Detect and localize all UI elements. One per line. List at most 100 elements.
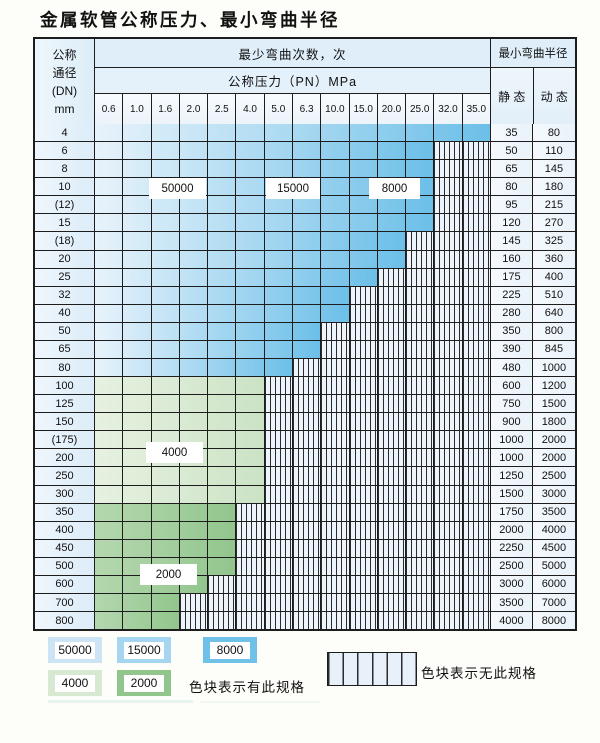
pressure-cell-available: [349, 214, 378, 232]
static-cell: 1000: [490, 449, 533, 467]
pressure-cell-no-spec: [349, 322, 378, 340]
header-pressure-value: 4.0: [236, 94, 265, 124]
pressure-cell-no-spec: [406, 304, 435, 322]
pressure-cell-available: [95, 539, 124, 557]
pressure-cell-available: [236, 214, 265, 232]
pressure-cell-available: [264, 304, 293, 322]
pressure-cell-available: [95, 250, 124, 268]
pressure-cell-no-spec: [434, 196, 463, 214]
pressure-cell-available: [208, 196, 237, 214]
pressure-cell-no-spec: [264, 377, 293, 395]
pressure-cell-available: [349, 124, 378, 142]
pressure-cell-no-spec: [292, 539, 322, 557]
pressure-cell-available: [264, 142, 293, 160]
pressure-cell-no-spec: [179, 612, 209, 630]
pressure-cell-available: [95, 594, 124, 612]
header-pressure-value: 32.0: [434, 94, 463, 124]
pressure-cell-available: [236, 395, 265, 413]
pressure-cell-available: [123, 467, 152, 485]
dn-cell: 20: [35, 250, 95, 268]
pressure-cell-available: [321, 142, 350, 160]
table-row: 6 50 110: [35, 141, 575, 160]
static-cell: 145: [490, 232, 533, 250]
pressure-cell-available: [208, 485, 237, 503]
pressure-cell-no-spec: [462, 196, 491, 214]
pressure-cell-no-spec: [321, 485, 350, 503]
table-row: 500 2500 5000: [35, 556, 575, 575]
table-row: (175) 1000 2000: [35, 430, 575, 449]
pressure-cell-available: [406, 142, 435, 160]
pressure-cell-no-spec: [349, 612, 378, 630]
pressure-cell-no-spec: [462, 594, 491, 612]
pressure-cell-no-spec: [377, 467, 407, 485]
pressure-cell-no-spec: [264, 557, 293, 575]
pressure-cell-no-spec: [462, 250, 491, 268]
pressure-cell-no-spec: [349, 377, 378, 395]
pressure-cell-available: [123, 395, 152, 413]
pressure-cell-no-spec: [264, 503, 293, 521]
pressure-cell-no-spec: [264, 467, 293, 485]
legend-swatch: 2000: [117, 670, 171, 696]
table-row: 15 120 270: [35, 213, 575, 232]
pressure-cell-no-spec: [321, 431, 350, 449]
pressure-cell-available: [264, 214, 293, 232]
pressure-cell-available: [236, 467, 265, 485]
dynamic-cell: 1500: [532, 395, 575, 413]
pressure-cell-available: [264, 268, 293, 286]
pressure-cell-available: [123, 268, 152, 286]
table-row: 50 350 800: [35, 321, 575, 340]
pressure-cell-no-spec: [321, 521, 350, 539]
pressure-cell-available: [406, 160, 435, 178]
table-row: 700 3500 7000: [35, 593, 575, 612]
pressure-cell-available: [179, 268, 209, 286]
header-pressure-value: 15.0: [350, 94, 378, 124]
pressure-cell-no-spec: [462, 431, 491, 449]
pressure-cell-available: [208, 322, 237, 340]
table-row: 250 1250 2500: [35, 466, 575, 485]
pressure-cell-available: [151, 503, 180, 521]
pressure-cell-no-spec: [462, 575, 491, 594]
pressure-cell-available: [321, 160, 350, 178]
pressure-cell-no-spec: [462, 286, 491, 304]
dn-cell: (18): [35, 232, 95, 250]
scan-artifact: [48, 700, 193, 703]
dn-cell: 125: [35, 395, 95, 413]
pressure-cell-no-spec: [264, 594, 293, 612]
pressure-cell-available: [151, 322, 180, 340]
pressure-cell-available: [292, 160, 322, 178]
static-cell: 160: [490, 250, 533, 268]
legend-swatch-label: 4000: [55, 674, 95, 692]
table-row: (12) 95 215: [35, 195, 575, 214]
pressure-cell-no-spec: [434, 250, 463, 268]
pressure-cell-no-spec: [462, 322, 491, 340]
pressure-cell-available: [151, 377, 180, 395]
pressure-cell-no-spec: [377, 340, 407, 359]
legend-swatch-label: 15000: [124, 641, 164, 659]
dynamic-cell: 640: [532, 304, 575, 322]
dn-cell: 250: [35, 467, 95, 485]
header-pressure-value: 2.0: [180, 94, 209, 124]
pressure-cell-no-spec: [292, 413, 322, 431]
pressure-cell-available: [236, 485, 265, 503]
pressure-cell-no-spec: [406, 413, 435, 431]
pressure-cell-no-spec: [236, 557, 265, 575]
pressure-cell-no-spec: [321, 503, 350, 521]
pressure-cell-available: [406, 196, 435, 214]
pressure-cell-available: [208, 250, 237, 268]
pressure-cell-no-spec: [406, 521, 435, 539]
pressure-cell-no-spec: [462, 340, 491, 359]
pressure-cell-available: [123, 612, 152, 630]
pressure-cell-no-spec: [462, 268, 491, 286]
dynamic-cell: 510: [532, 286, 575, 304]
dynamic-cell: 80: [532, 124, 575, 142]
pressure-cell-no-spec: [292, 359, 322, 377]
pressure-cell-available: [236, 322, 265, 340]
table-row: 600 3000 6000: [35, 574, 575, 594]
pressure-cell-available: [123, 178, 152, 196]
dynamic-cell: 110: [532, 142, 575, 160]
header-pressure-value: 25.0: [406, 94, 435, 124]
pressure-cell-available: [208, 431, 237, 449]
table-row: 32 225 510: [35, 285, 575, 304]
pressure-cell-available: [236, 160, 265, 178]
pressure-cell-no-spec: [321, 340, 350, 359]
